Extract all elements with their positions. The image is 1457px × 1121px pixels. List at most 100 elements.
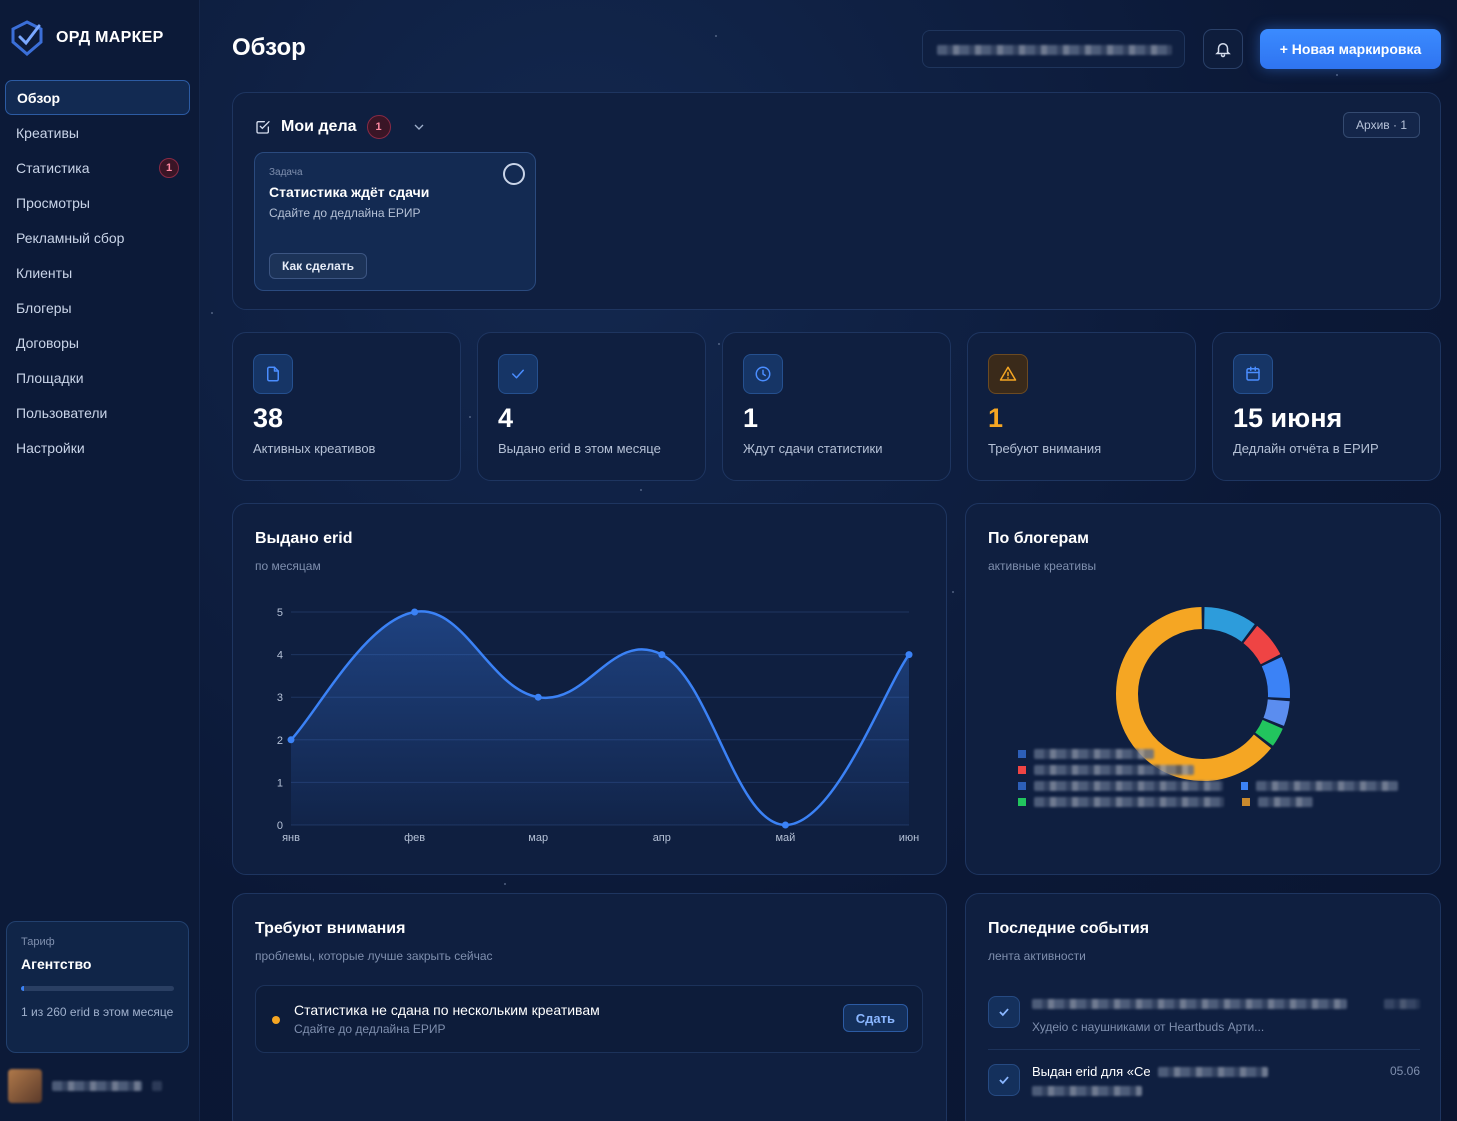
archive-button[interactable]: Архив · 1 bbox=[1343, 112, 1420, 138]
bell-icon bbox=[1215, 43, 1231, 58]
chart-y-tick: 2 bbox=[277, 735, 283, 747]
stat-card[interactable]: 15 июня Дедлайн отчёта в ЕРИР bbox=[1212, 332, 1441, 481]
task-card[interactable]: Задача Статистика ждёт сдачи Сдайте до д… bbox=[254, 152, 536, 291]
my-tasks-header[interactable]: Мои дела 1 bbox=[255, 115, 427, 139]
chart-point bbox=[905, 651, 913, 659]
clock-icon bbox=[743, 354, 783, 394]
chart-y-tick: 1 bbox=[277, 777, 283, 789]
sidebar-item-label: Обзор bbox=[17, 89, 61, 106]
attention-item-title: Статистика не сдана по нескольким креати… bbox=[294, 1002, 600, 1018]
event-item[interactable]: Худеiо с наушниками от Heartbuds Арти... bbox=[988, 996, 1420, 1036]
sidebar-item-2[interactable]: Статистика 1 bbox=[5, 150, 190, 185]
sidebar-item-10[interactable]: Настройки bbox=[5, 430, 190, 465]
task-complete-checkbox[interactable] bbox=[503, 163, 525, 185]
stat-card[interactable]: 1 Ждут сдачи статистики bbox=[722, 332, 951, 481]
stat-card[interactable]: 4 Выдано erid в этом месяце bbox=[477, 332, 706, 481]
stat-label: Активных креативов bbox=[253, 441, 376, 456]
erid-chart-subtitle: по месяцам bbox=[255, 559, 321, 573]
bloggers-legend-redacted bbox=[1018, 749, 1398, 807]
sidebar-item-5[interactable]: Клиенты bbox=[5, 255, 190, 290]
chart-x-tick: май bbox=[775, 832, 795, 844]
check-icon bbox=[988, 996, 1020, 1028]
warning-icon bbox=[988, 354, 1028, 394]
task-subtitle: Сдайте до дедлайна ЕРИР bbox=[269, 206, 421, 220]
sidebar-item-label: Рекламный сбор bbox=[16, 229, 125, 246]
chart-y-tick: 0 bbox=[277, 820, 283, 832]
tariff-name: Агентство bbox=[21, 956, 92, 972]
chart-y-tick: 3 bbox=[277, 692, 283, 704]
sidebar-item-label: Площадки bbox=[16, 369, 84, 386]
bloggers-title: По блогерам bbox=[988, 530, 1089, 547]
stat-value: 1 bbox=[743, 403, 759, 433]
donut-segment bbox=[1255, 719, 1283, 746]
chart-x-tick: апр bbox=[653, 832, 671, 844]
tasks-count-badge: 1 bbox=[366, 115, 391, 139]
sidebar-item-3[interactable]: Просмотры bbox=[5, 185, 190, 220]
check-icon bbox=[988, 1064, 1020, 1096]
event-subtitle: Худеiо с наушниками от Heartbuds Арти... bbox=[1032, 1020, 1265, 1034]
calendar-icon bbox=[1233, 354, 1273, 394]
sidebar-item-label: Креативы bbox=[16, 124, 79, 141]
warning-dot-icon bbox=[272, 1016, 280, 1024]
chart-point bbox=[658, 651, 666, 659]
event-item[interactable]: Выдан erid для «Се 05.06 bbox=[988, 1064, 1420, 1104]
new-marking-button[interactable]: + Новая маркировка bbox=[1260, 29, 1441, 69]
sidebar-item-label: Просмотры bbox=[16, 194, 90, 211]
sidebar-item-label: Блогеры bbox=[16, 299, 72, 316]
erid-chart-card: Выдано erid по месяцам 0 1 2 3 4 5 янв фев мар ап… bbox=[232, 503, 947, 875]
page-title: Обзор bbox=[232, 34, 306, 61]
donut-segment bbox=[1203, 607, 1255, 643]
stat-value: 38 bbox=[253, 403, 284, 433]
stat-card[interactable]: 1 Требуют внимания bbox=[967, 332, 1196, 481]
sidebar-item-label: Клиенты bbox=[16, 264, 73, 281]
chart-series-line bbox=[290, 610, 911, 827]
chart-x-tick: янв bbox=[282, 832, 300, 844]
notifications-button[interactable] bbox=[1203, 29, 1243, 69]
how-to-button[interactable]: Как сделать bbox=[269, 253, 367, 279]
chevron-down-icon[interactable] bbox=[411, 119, 427, 135]
tariff-label: Тариф bbox=[21, 936, 55, 948]
task-kind: Задача bbox=[269, 167, 303, 178]
chart-point bbox=[287, 736, 295, 744]
event-date: 05.06 bbox=[1389, 1064, 1420, 1078]
sidebar-item-4[interactable]: Рекламный сбор bbox=[5, 220, 190, 255]
task-title: Статистика ждёт сдачи bbox=[269, 184, 430, 200]
sidebar-item-7[interactable]: Договоры bbox=[5, 325, 190, 360]
sidebar-item-0[interactable]: Обзор bbox=[5, 80, 190, 115]
user-menu-redacted bbox=[152, 1081, 162, 1091]
stat-value: 1 bbox=[988, 403, 1004, 433]
bloggers-donut-chart bbox=[1116, 607, 1290, 781]
erid-line-chart: 0 1 2 3 4 5 янв фев мар апр май июн bbox=[277, 607, 919, 844]
tariff-card: Тариф Агентство 1 из 260 erid в этом мес… bbox=[6, 921, 189, 1053]
shield-logo-icon bbox=[11, 20, 43, 56]
donut-segment bbox=[1263, 699, 1290, 726]
event-title: Выдан erid для «Се bbox=[1032, 1064, 1151, 1079]
chart-x-tick: фев bbox=[404, 832, 425, 844]
donut-segment bbox=[1243, 625, 1281, 665]
submit-button[interactable]: Сдать bbox=[842, 1004, 908, 1032]
bloggers-subtitle: активные креативы bbox=[988, 559, 1097, 573]
attention-card: Требуют внимания проблемы, которые лучше… bbox=[232, 893, 947, 1121]
stat-card[interactable]: 38 Активных креативов bbox=[232, 332, 461, 481]
sidebar-item-8[interactable]: Площадки bbox=[5, 360, 190, 395]
attention-title: Требуют внимания bbox=[255, 920, 406, 937]
user-profile[interactable] bbox=[8, 1064, 188, 1108]
account-selector-redacted[interactable] bbox=[922, 30, 1185, 68]
user-name-redacted bbox=[52, 1081, 142, 1091]
sidebar-item-label: Статистика bbox=[16, 159, 90, 176]
tariff-usage-fill bbox=[21, 986, 25, 991]
divider bbox=[988, 1049, 1420, 1050]
sidebar-item-9[interactable]: Пользователи bbox=[5, 395, 190, 430]
donut-segment bbox=[1261, 656, 1290, 699]
sidebar-item-1[interactable]: Креативы bbox=[5, 115, 190, 150]
brand[interactable]: ОРД МАРКЕР bbox=[10, 20, 164, 56]
sidebar: ОРД МАРКЕР Обзор Креативы Статистика 1 Просм… bbox=[0, 0, 200, 1121]
events-title: Последние события bbox=[988, 920, 1150, 937]
sidebar-item-6[interactable]: Блогеры bbox=[5, 290, 190, 325]
tariff-usage-text: 1 из 260 erid в этом месяце bbox=[21, 1005, 174, 1019]
event-title-redacted bbox=[1158, 1067, 1268, 1077]
events-card: Последние события лента активности Худеi… bbox=[965, 893, 1441, 1121]
chart-point bbox=[534, 693, 542, 701]
chart-x-tick: мар bbox=[528, 832, 548, 844]
attention-item[interactable]: Статистика не сдана по нескольким креати… bbox=[255, 985, 923, 1053]
